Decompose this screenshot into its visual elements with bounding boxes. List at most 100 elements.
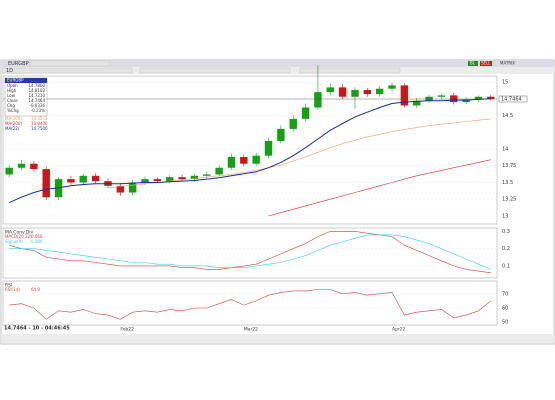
legend-name: MA(100) (5, 116, 22, 121)
candle-body (203, 174, 211, 176)
x-tick-label: Mar22 (244, 327, 258, 333)
interval[interactable]: 1D (6, 68, 13, 74)
data-label: High (7, 88, 17, 93)
status-bar (1, 334, 554, 343)
candle-body (190, 175, 199, 180)
y-tick-label: 14.5 (502, 113, 513, 119)
panel (2, 75, 498, 225)
candle-body (79, 175, 87, 183)
y-tick-label: 60 (502, 305, 508, 311)
drawing-tools[interactable] (139, 67, 291, 74)
candle-body (375, 88, 384, 95)
symbol[interactable]: EURGBP (8, 61, 29, 67)
data-value: 14.7464 (28, 98, 45, 103)
panel (2, 280, 498, 326)
data-box (4, 77, 48, 117)
candle-body (450, 95, 458, 103)
data-box-head (5, 78, 47, 83)
candle-body (277, 128, 285, 141)
candle-body (425, 96, 433, 101)
data-label: %Chg (7, 108, 19, 113)
window-frame (0, 59, 555, 345)
series-line (8, 98, 491, 204)
data-value: 14.7800 (28, 83, 45, 88)
candle-body (289, 118, 297, 129)
data-label: Open (7, 83, 18, 88)
x-tick-label: Apr22 (392, 327, 406, 333)
series-line (9, 289, 491, 320)
series-line (9, 231, 491, 274)
status-btn[interactable] (468, 61, 478, 66)
legend-value: 14.7500 (31, 126, 48, 131)
candle-body (116, 185, 125, 193)
status-text: 14.7464 - 10 - 04:46:45 (4, 326, 70, 332)
y-tick-label: 13.5 (502, 180, 513, 186)
legend-value: 0.080 (31, 239, 43, 244)
last-price-box (498, 95, 528, 103)
series-line (268, 159, 491, 217)
data-value: -0.23% (31, 108, 45, 113)
toolbar (1, 60, 554, 67)
y-tick-label: 0.2 (502, 246, 510, 252)
candle-body (17, 163, 26, 168)
status-item[interactable]: SELL (481, 61, 491, 66)
data-label: Close (7, 98, 18, 103)
legend-value: 13.8400 (31, 121, 48, 126)
candle-body (400, 85, 409, 106)
series-line (107, 118, 491, 189)
y-tick-label: 13 (502, 213, 508, 219)
data-box-title: EURGBP (7, 78, 24, 83)
candle-body (462, 99, 470, 103)
panel-title: MA.Conv.Div (5, 230, 34, 236)
x-tick-label: Feb22 (120, 327, 134, 333)
candle-body (326, 87, 334, 93)
candle-body (437, 95, 446, 97)
legend-name: RSI(14) (5, 287, 20, 292)
candle-body (314, 92, 322, 108)
candle-body (166, 177, 174, 182)
y-tick-label: 70 (502, 291, 508, 297)
tool-buttons[interactable] (29, 60, 111, 67)
data-value: -0.0336 (30, 103, 46, 108)
legend-name: MACD(26,12) (5, 234, 32, 239)
candle-body (227, 157, 236, 168)
status-item[interactable]: BL (470, 61, 476, 66)
candle-body (301, 107, 310, 119)
last-price: 14.7464 (501, 97, 522, 103)
y-tick-label: 13.25 (502, 197, 516, 203)
status-item[interactable]: MATRIX (500, 61, 515, 66)
period-buttons[interactable] (1, 67, 133, 74)
legend-name: MA(22) (5, 126, 20, 131)
panel (2, 227, 498, 279)
candle-body (215, 167, 223, 175)
legend-value: 0.060 (31, 234, 43, 239)
panel-title: RSI (5, 283, 12, 289)
data-label: Low (7, 93, 16, 98)
legend-name: MA(200) (5, 121, 22, 126)
series-line (9, 234, 491, 270)
y-tick-label: 14 (502, 146, 508, 152)
legend-name: Signal(9) (5, 239, 23, 244)
y-tick-label: 15 (502, 80, 508, 86)
candle-body (338, 87, 347, 97)
data-value: 14.8102 (28, 88, 45, 93)
y-tick-label: 0.3 (502, 229, 510, 235)
y-tick-label: 0.1 (502, 263, 510, 269)
candle-body (30, 163, 38, 170)
candle-body (363, 90, 372, 95)
y-tick-label: 50 (502, 320, 508, 326)
status-btn[interactable] (480, 61, 492, 66)
candle-body (474, 96, 483, 100)
candle-body (141, 179, 149, 183)
data-label: Chg (7, 103, 15, 108)
candle-body (178, 177, 186, 180)
candle-body (67, 179, 75, 183)
candle-body (388, 85, 396, 89)
candle-body (264, 140, 273, 156)
candle-body (240, 157, 248, 164)
candle-body (42, 169, 50, 198)
candle-body (128, 182, 137, 193)
candle-body (351, 90, 359, 97)
study-tools[interactable] (299, 67, 401, 74)
